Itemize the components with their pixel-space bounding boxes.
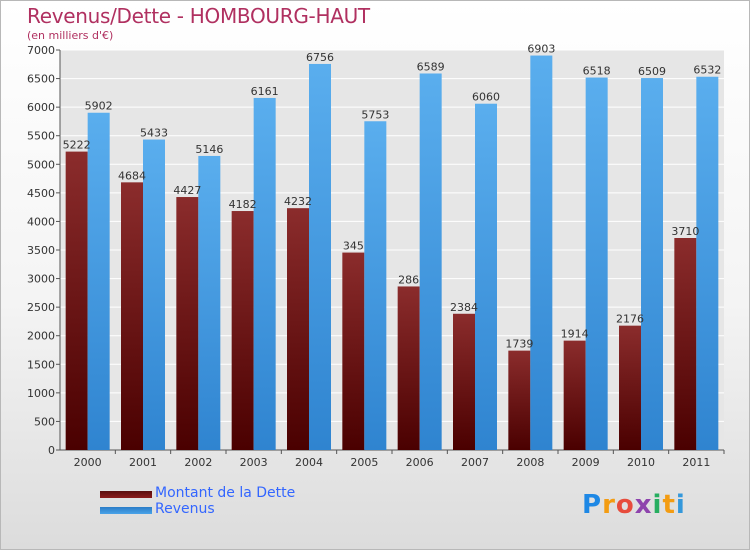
y-tick-label: 6000 (27, 101, 55, 114)
data-label-revenus-2003: 6161 (251, 85, 279, 98)
chart-title: Revenus/Dette - HOMBOURG-HAUT (27, 4, 370, 28)
x-tick-label-2005: 2005 (350, 456, 378, 469)
y-tick-label: 1000 (27, 387, 55, 400)
bar-revenus-2009 (585, 77, 608, 451)
bar-revenus-2010 (641, 78, 663, 451)
chart-subtitle: (en milliers d'€) (27, 29, 114, 42)
bar-revenus-2006 (419, 73, 442, 450)
logo-letter: r (602, 490, 616, 520)
bar-dette-2007 (453, 313, 475, 450)
y-tick-label: 4000 (27, 215, 55, 228)
bar-dette-2001 (121, 182, 143, 451)
data-label-revenus-2001: 5433 (140, 127, 168, 140)
data-label-revenus-2006: 6589 (417, 60, 445, 73)
data-label-revenus-2008: 6903 (527, 43, 555, 56)
bar-dette-2010 (619, 325, 641, 450)
data-label-revenus-2007: 6060 (472, 91, 500, 104)
x-tick-label-2011: 2011 (682, 456, 710, 469)
data-label-revenus-2011: 6532 (693, 64, 721, 77)
bar-revenus-2000 (87, 112, 110, 450)
y-tick-label: 4500 (27, 187, 55, 200)
legend-label-revenus: Revenus (155, 501, 215, 517)
bar-dette-2002 (176, 197, 199, 450)
x-tick-label-2004: 2004 (295, 456, 323, 469)
bar-revenus-2005 (364, 121, 387, 450)
y-tick-label: 2000 (27, 330, 55, 343)
data-label-dette-2008: 1739 (505, 338, 533, 351)
data-label-dette-2002: 4427 (173, 184, 201, 197)
x-tick-label-2006: 2006 (406, 456, 434, 469)
bar-revenus-2001 (143, 139, 165, 451)
bar-dette-2000 (65, 151, 88, 450)
data-label-revenus-2009: 6518 (583, 65, 611, 78)
bar-revenus-2003 (253, 97, 276, 450)
data-label-dette-2004: 4232 (284, 195, 312, 208)
logo-letter: t (662, 490, 676, 520)
data-label-revenus-2004: 6756 (306, 51, 334, 64)
data-label-revenus-2005: 5753 (361, 108, 389, 121)
logo-letter: i (675, 490, 686, 520)
bar-revenus-2002 (198, 155, 221, 450)
data-label-dette-2010: 2176 (616, 313, 644, 326)
bar-revenus-2004 (309, 63, 331, 450)
data-label-dette-2001: 4684 (118, 169, 146, 182)
logo-letter: x (634, 490, 653, 520)
logo-letter: i (652, 490, 663, 520)
y-tick-label: 6500 (27, 73, 55, 86)
y-tick-label: 3000 (27, 273, 55, 286)
x-tick-label-2008: 2008 (516, 456, 544, 469)
y-tick-label: 5500 (27, 130, 55, 143)
bar-dette-2011 (674, 238, 697, 450)
data-label-dette-2009: 1914 (561, 328, 589, 341)
x-tick-label-2000: 2000 (74, 456, 102, 469)
legend-swatch-dette (100, 491, 152, 498)
bar-dette-2004 (287, 208, 309, 450)
data-label-dette-2005: 345 (343, 240, 364, 253)
x-tick-label-2003: 2003 (240, 456, 268, 469)
data-label-dette-2011: 3710 (671, 225, 699, 238)
y-tick-label: 500 (34, 415, 55, 428)
bar-dette-2005 (342, 252, 365, 450)
legend-label-dette: Montant de la Dette (155, 485, 296, 501)
bar-dette-2009 (563, 340, 586, 450)
data-label-dette-2007: 2384 (450, 301, 478, 314)
logo-letter: P (582, 490, 603, 520)
data-label-dette-2006: 286 (398, 273, 419, 286)
x-tick-label-2009: 2009 (572, 456, 600, 469)
bar-revenus-2007 (475, 103, 497, 450)
proxiti-logo: Proxiti (582, 490, 686, 520)
bar-revenus-2008 (530, 55, 553, 451)
y-tick-label: 7000 (27, 44, 55, 57)
y-tick-label: 5000 (27, 158, 55, 171)
logo-letter: o (615, 490, 635, 520)
bar-revenus-2011 (696, 76, 719, 450)
data-label-revenus-2010: 6509 (638, 65, 666, 78)
y-tick-label: 2500 (27, 301, 55, 314)
x-tick-label-2007: 2007 (461, 456, 489, 469)
data-label-revenus-2002: 5146 (195, 143, 223, 156)
y-tick-label: 0 (48, 444, 55, 457)
data-label-revenus-2000: 5902 (85, 100, 113, 113)
x-tick-label-2002: 2002 (184, 456, 212, 469)
data-label-dette-2000: 5222 (63, 139, 91, 152)
bar-dette-2006 (397, 286, 420, 450)
x-tick-label-2010: 2010 (627, 456, 655, 469)
y-tick-label: 1500 (27, 358, 55, 371)
x-tick-label-2001: 2001 (129, 456, 157, 469)
legend-swatch-revenus (100, 507, 152, 514)
bar-dette-2008 (508, 350, 531, 450)
bar-dette-2003 (231, 211, 254, 450)
y-tick-label: 3500 (27, 244, 55, 257)
data-label-dette-2003: 4182 (229, 198, 257, 211)
